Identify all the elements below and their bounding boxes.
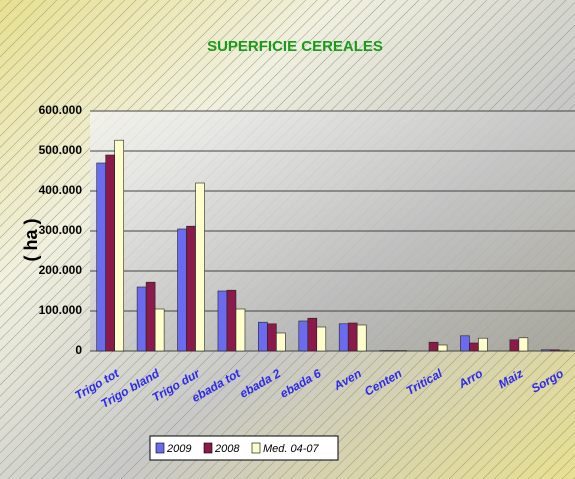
bar (347, 322, 358, 352)
bar (186, 225, 196, 352)
bar (338, 323, 349, 352)
bar (549, 349, 560, 352)
y-axis-label: ( ha ) (21, 218, 41, 261)
bar (437, 344, 448, 352)
bar (217, 290, 228, 352)
chart-title: SUPERFICIE CEREALES (207, 38, 383, 55)
bar (558, 349, 569, 352)
bar (226, 289, 237, 352)
bar (154, 308, 165, 352)
legend: 2009 2008 Med. 04-07 (149, 435, 339, 461)
y-tick-label: 300.000 (39, 223, 83, 237)
bar (276, 332, 286, 352)
legend-label: 2008 (214, 443, 240, 455)
bar (136, 286, 147, 352)
legend-box (149, 435, 339, 461)
bar (307, 317, 318, 352)
bar (469, 342, 479, 352)
bar (356, 324, 367, 352)
bar (145, 281, 156, 352)
bar (195, 182, 205, 352)
bar (316, 326, 327, 352)
bar (177, 228, 187, 352)
bar (96, 162, 107, 352)
bar (518, 337, 529, 352)
legend-swatch (251, 442, 261, 454)
bar (460, 335, 470, 352)
legend-label: Med. 04-07 (263, 443, 320, 455)
y-tick-label: 600.000 (39, 103, 83, 117)
bar (509, 339, 520, 352)
legend-swatch (155, 442, 165, 454)
legend-swatch (203, 442, 213, 454)
bar (114, 139, 125, 352)
bar (235, 308, 246, 352)
y-tick-label: 100.000 (39, 303, 83, 317)
y-tick-label: 500.000 (39, 143, 83, 157)
bar (428, 341, 439, 352)
bar (540, 349, 551, 352)
bar (258, 321, 268, 352)
bar (478, 337, 488, 352)
legend-label: 2009 (166, 443, 191, 455)
y-tick-label: 400.000 (39, 183, 83, 197)
bar (267, 323, 277, 352)
bar (298, 320, 309, 352)
y-tick-label: 200.000 (39, 263, 83, 277)
bar (105, 154, 116, 352)
y-tick-label: 0 (75, 343, 82, 357)
